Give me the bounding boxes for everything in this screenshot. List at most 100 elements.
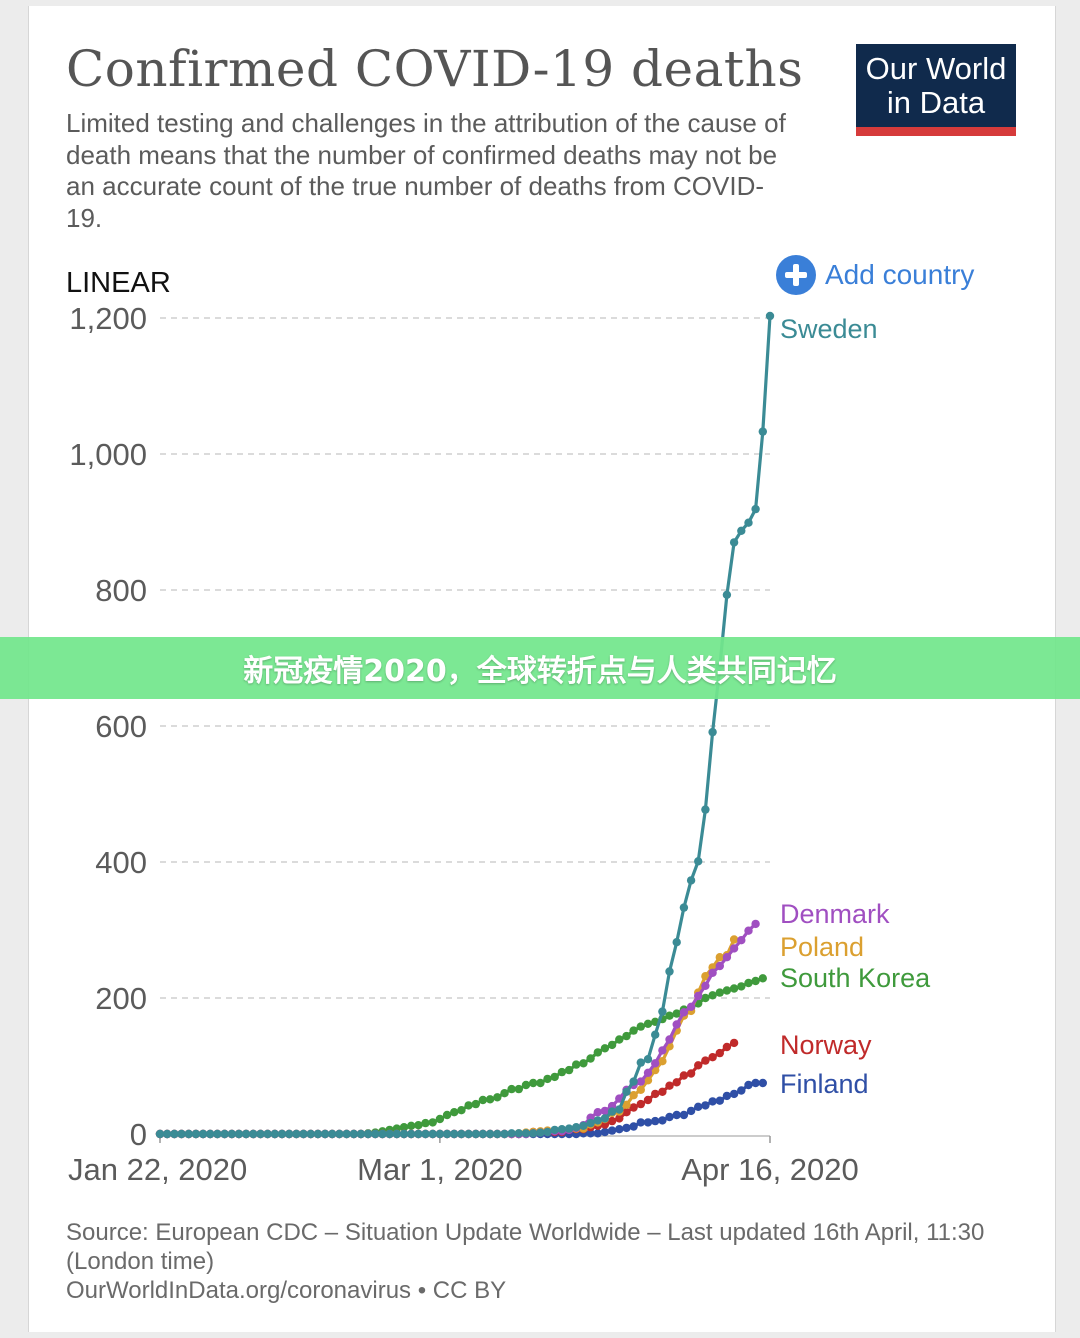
x-tick-label: Jan 22, 2020 bbox=[68, 1152, 247, 1187]
data-point bbox=[256, 1129, 265, 1139]
data-point bbox=[306, 1129, 315, 1139]
data-point bbox=[371, 1129, 380, 1139]
data-point bbox=[557, 1125, 567, 1134]
data-point bbox=[363, 1129, 373, 1139]
scale-toggle[interactable]: LINEAR bbox=[66, 267, 171, 299]
data-point bbox=[643, 1095, 653, 1105]
data-point bbox=[277, 1129, 287, 1139]
data-point bbox=[414, 1121, 423, 1130]
data-point bbox=[299, 1129, 308, 1139]
series-label[interactable]: Finland bbox=[780, 1069, 869, 1099]
data-point bbox=[263, 1129, 272, 1139]
data-point bbox=[600, 1106, 610, 1116]
data-point bbox=[615, 1114, 624, 1123]
data-point bbox=[694, 1061, 703, 1070]
data-point bbox=[722, 1091, 732, 1101]
data-point bbox=[227, 1129, 236, 1139]
series-label[interactable]: Denmark bbox=[780, 899, 890, 929]
data-point bbox=[729, 944, 739, 953]
data-point bbox=[737, 982, 746, 991]
data-point bbox=[665, 967, 674, 976]
data-point bbox=[622, 1108, 631, 1117]
data-point bbox=[758, 1078, 767, 1088]
data-point bbox=[607, 1116, 617, 1126]
x-tick-label: Apr 16, 2020 bbox=[681, 1152, 859, 1187]
data-point bbox=[450, 1129, 459, 1139]
data-point bbox=[593, 1116, 602, 1125]
data-point bbox=[729, 935, 739, 944]
data-point bbox=[593, 1048, 602, 1057]
data-point bbox=[607, 1040, 617, 1050]
data-point bbox=[636, 1022, 645, 1031]
data-point bbox=[177, 1129, 186, 1139]
series-label[interactable]: Norway bbox=[780, 1030, 872, 1060]
data-point bbox=[600, 1044, 610, 1053]
data-point bbox=[320, 1129, 330, 1139]
data-point bbox=[249, 1129, 258, 1139]
data-point bbox=[672, 1110, 681, 1120]
data-point bbox=[285, 1129, 294, 1139]
y-tick-label: 400 bbox=[95, 845, 147, 880]
data-point bbox=[622, 1123, 631, 1133]
data-point bbox=[643, 1076, 653, 1085]
our-world-in-data-logo[interactable]: Our World in Data bbox=[856, 44, 1016, 136]
data-point bbox=[421, 1129, 430, 1139]
data-point bbox=[744, 978, 753, 988]
data-point bbox=[658, 1116, 667, 1125]
data-point bbox=[385, 1129, 394, 1139]
data-point bbox=[514, 1084, 523, 1094]
data-point bbox=[715, 961, 724, 971]
data-point bbox=[651, 1116, 660, 1126]
data-point bbox=[615, 1125, 624, 1134]
data-point bbox=[629, 1122, 638, 1131]
data-point bbox=[636, 1058, 645, 1067]
data-point bbox=[729, 1038, 739, 1048]
add-country-label: Add country bbox=[825, 259, 975, 290]
data-point bbox=[622, 1100, 631, 1110]
data-point bbox=[521, 1129, 531, 1138]
series-label[interactable]: Poland bbox=[780, 932, 864, 962]
series-label[interactable]: South Korea bbox=[780, 963, 931, 993]
data-point bbox=[658, 1007, 667, 1016]
data-point bbox=[636, 1099, 645, 1109]
data-point bbox=[163, 1129, 172, 1139]
data-point bbox=[701, 1101, 710, 1110]
data-point bbox=[198, 1129, 208, 1139]
data-point bbox=[751, 1078, 760, 1088]
data-point bbox=[629, 1091, 638, 1100]
data-point bbox=[636, 1085, 645, 1095]
data-point bbox=[607, 1126, 617, 1135]
data-point bbox=[471, 1099, 480, 1109]
data-point bbox=[464, 1129, 473, 1139]
add-country-button[interactable]: Add country bbox=[776, 255, 974, 295]
data-point bbox=[572, 1060, 581, 1069]
series-label[interactable]: Sweden bbox=[780, 314, 878, 344]
data-point bbox=[220, 1129, 229, 1139]
data-point bbox=[478, 1129, 488, 1139]
data-point bbox=[701, 972, 710, 981]
data-point bbox=[615, 1105, 624, 1114]
data-point bbox=[600, 1114, 610, 1123]
data-point bbox=[651, 1030, 660, 1039]
data-point bbox=[708, 991, 717, 1000]
data-point bbox=[529, 1129, 538, 1138]
data-point bbox=[708, 1053, 717, 1062]
data-point bbox=[313, 1129, 323, 1139]
data-point bbox=[636, 1077, 645, 1086]
data-point bbox=[672, 1020, 681, 1029]
data-point bbox=[629, 1077, 638, 1086]
data-point bbox=[658, 1057, 667, 1066]
data-point bbox=[686, 876, 696, 885]
data-point bbox=[435, 1129, 445, 1139]
data-point bbox=[701, 981, 710, 990]
data-point bbox=[672, 1009, 681, 1018]
data-point bbox=[407, 1121, 416, 1131]
data-point bbox=[758, 427, 767, 436]
data-point bbox=[744, 926, 753, 935]
data-point bbox=[694, 991, 703, 1001]
source-note: Source: European CDC – Situation Update … bbox=[66, 1218, 1006, 1305]
data-point bbox=[636, 1118, 645, 1127]
data-point bbox=[708, 1097, 717, 1106]
data-point bbox=[665, 1035, 674, 1044]
source-link[interactable]: OurWorldInData.org/coronavirus • CC BY bbox=[66, 1277, 507, 1304]
